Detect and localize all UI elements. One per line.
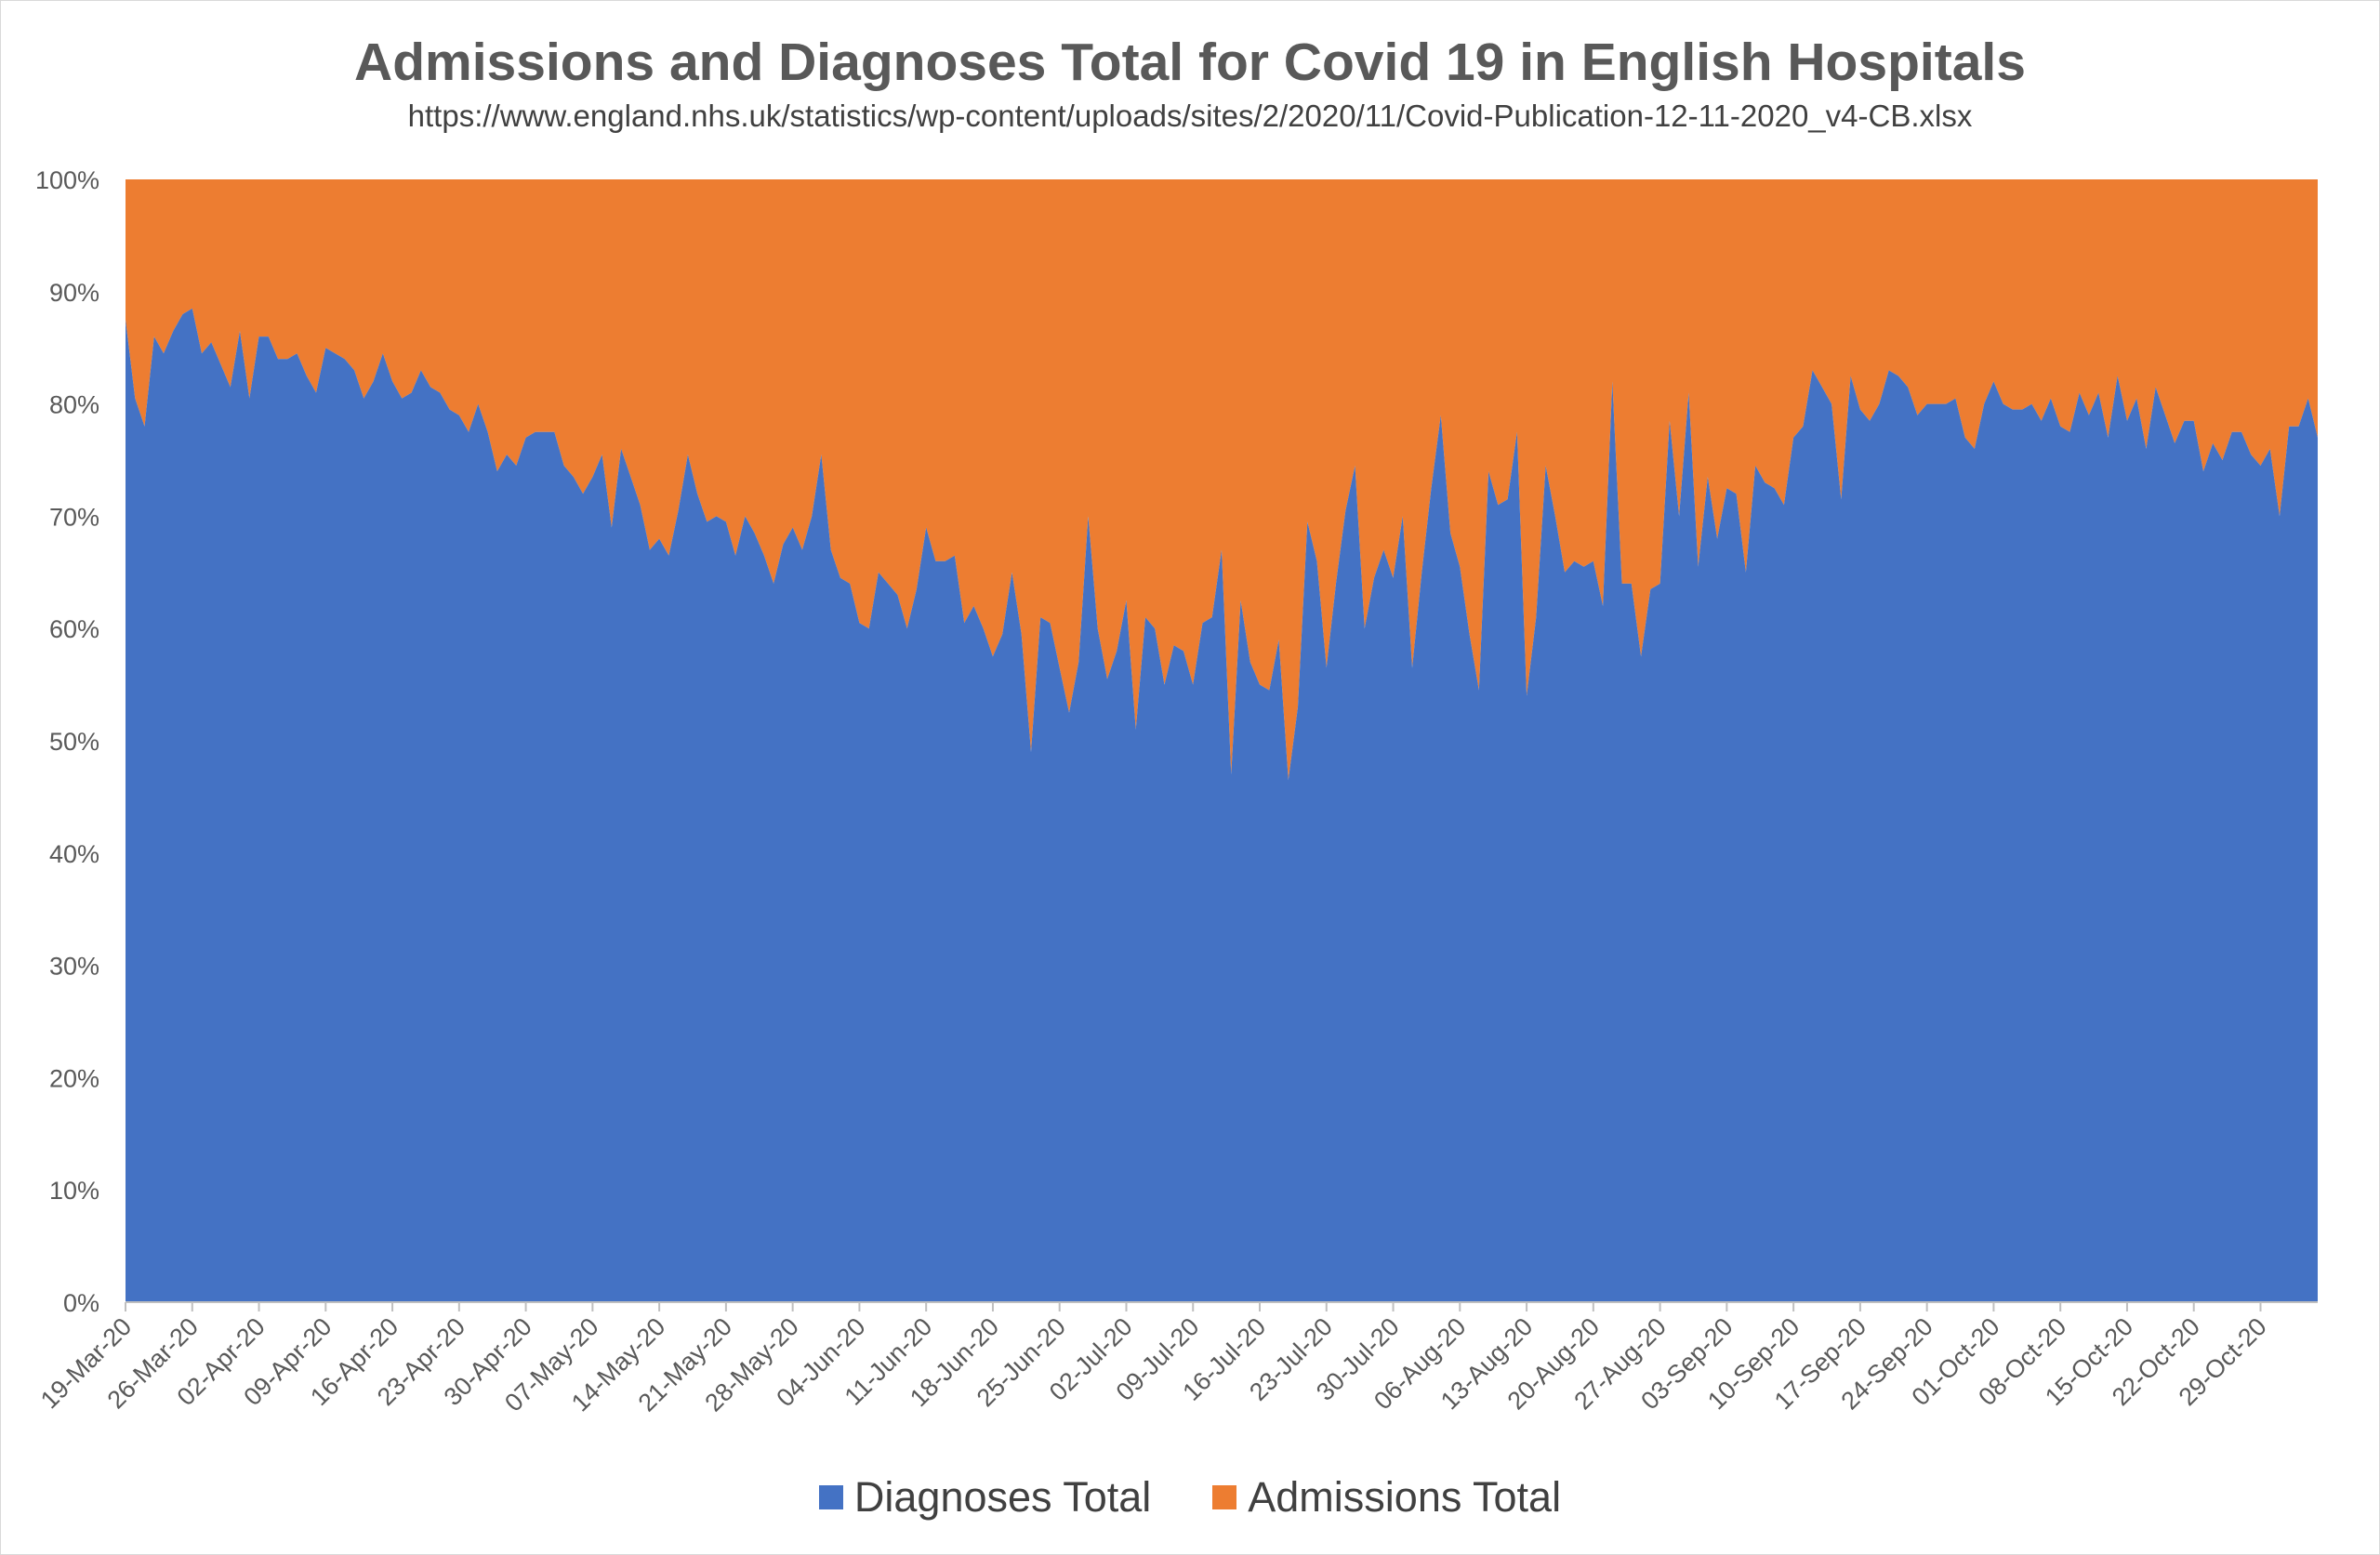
y-tick-label: 100% xyxy=(35,166,99,194)
legend-swatch-diagnoses xyxy=(818,1485,843,1509)
legend-item-diagnoses: Diagnoses Total xyxy=(818,1473,1152,1522)
chart-subtitle: https://www.england.nhs.uk/statistics/wp… xyxy=(407,99,1973,133)
y-tick-label: 40% xyxy=(49,840,99,868)
y-tick-label: 10% xyxy=(49,1177,99,1205)
legend-label-admissions: Admissions Total xyxy=(1248,1473,1562,1521)
y-tick-label: 60% xyxy=(49,615,99,643)
y-tick-label: 70% xyxy=(49,503,99,531)
y-tick-label: 50% xyxy=(49,728,99,756)
y-tick-label: 80% xyxy=(49,391,99,419)
legend-swatch-admissions xyxy=(1212,1485,1237,1509)
legend-item-admissions: Admissions Total xyxy=(1212,1473,1561,1522)
legend-label-diagnoses: Diagnoses Total xyxy=(853,1473,1152,1521)
chart-title: Admissions and Diagnoses Total for Covid… xyxy=(354,33,2026,92)
series-diagnoses-area xyxy=(126,308,2318,1302)
y-tick-label: 0% xyxy=(63,1289,99,1317)
y-tick-label: 20% xyxy=(49,1064,99,1092)
y-tick-label: 90% xyxy=(49,279,99,307)
series-admissions-area xyxy=(126,179,2318,781)
y-tick-label: 30% xyxy=(49,953,99,981)
chart-legend: Diagnoses Total Admissions Total xyxy=(0,1473,2380,1522)
